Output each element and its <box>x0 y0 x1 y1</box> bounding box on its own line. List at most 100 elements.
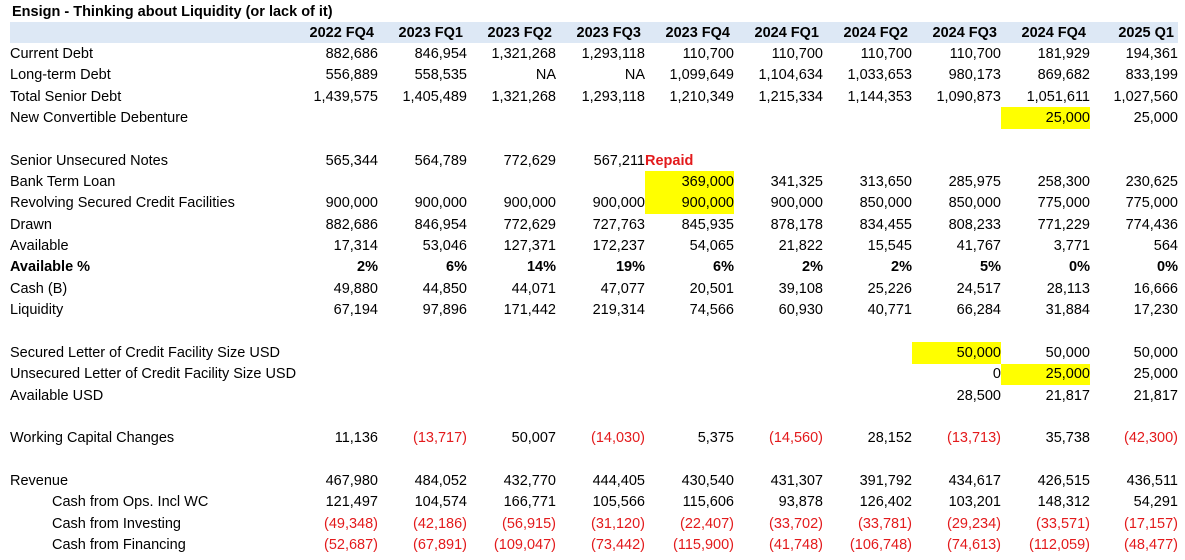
table-cell <box>467 107 556 128</box>
table-row: Cash from Ops. Incl WC 121,497 104,574 166,… <box>10 492 1178 513</box>
table-cell: 148,312 <box>1037 494 1090 511</box>
table-cell: 1,099,649 <box>669 67 734 84</box>
table-cell <box>734 129 823 150</box>
table-cell <box>734 107 823 128</box>
column-header: 2022 FQ4 <box>309 24 375 41</box>
table-cell: 341,325 <box>770 174 823 191</box>
table-cell: NA <box>624 67 645 84</box>
table-cell <box>289 449 378 470</box>
table-cell: (67,891) <box>412 536 467 553</box>
row-label: Available <box>10 238 69 255</box>
table-cell: 21,817 <box>1133 387 1178 404</box>
table-cell: 727,763 <box>592 216 645 233</box>
table-cell: 115,606 <box>682 494 734 511</box>
table-row: Cash from Financing (52,687) (67,891) (109,… <box>10 534 1178 555</box>
column-header: 2023 FQ2 <box>487 24 553 41</box>
table-cell: (74,613) <box>946 536 1001 553</box>
table-cell <box>912 406 1001 427</box>
table-cell: 103,201 <box>948 494 1001 511</box>
table-cell: 484,052 <box>414 472 467 489</box>
table-cell <box>378 171 467 192</box>
table-row: Cash from Investing (49,348) (42,186) (56,9… <box>10 513 1178 534</box>
row-label: Cash (B) <box>10 280 68 297</box>
table-cell <box>556 171 645 192</box>
table-row: Revenue 467,980 484,052 432,770 444,405 430,5… <box>10 470 1178 491</box>
table-cell: 54,065 <box>689 238 734 255</box>
table-cell <box>1090 150 1178 171</box>
table-cell: 6% <box>713 259 734 276</box>
table-cell: 313,650 <box>859 174 912 191</box>
table-cell: 25,000 <box>1001 107 1090 129</box>
table-cell: 846,954 <box>414 46 467 63</box>
header-label-cell <box>10 22 289 43</box>
table-cell: 110,700 <box>771 46 823 63</box>
table-cell: 444,405 <box>592 472 645 489</box>
table-cell: 74,566 <box>689 302 734 319</box>
header-row: 2022 FQ4 2023 FQ1 2023 FQ2 2023 FQ3 2023… <box>10 22 1178 43</box>
table-cell: 391,792 <box>859 472 912 489</box>
table-cell: 558,535 <box>414 67 467 84</box>
table-cell: 25,000 <box>1133 366 1178 383</box>
table-cell: (33,571) <box>1035 515 1090 532</box>
table-cell <box>467 342 556 363</box>
table-cell: 126,402 <box>859 494 912 511</box>
table-cell: 28,152 <box>867 430 912 447</box>
header-band <box>10 22 1178 43</box>
table-cell: 900,000 <box>645 192 734 215</box>
table-cell: 110,700 <box>949 46 1001 63</box>
table-cell: 850,000 <box>948 195 1001 212</box>
liquidity-table: 2022 FQ4 2023 FQ1 2023 FQ2 2023 FQ3 2023… <box>10 22 1178 556</box>
table-cell: 431,307 <box>770 472 823 489</box>
table-cell <box>823 385 912 406</box>
table-cell: 564,789 <box>414 152 467 169</box>
table-cell: 104,574 <box>414 494 467 511</box>
table-row: Available % 2% 6% 14% 19% 6% 2% 2% 5% 0% 0% <box>10 257 1178 278</box>
table-cell <box>823 449 912 470</box>
spacer-row <box>10 321 1178 342</box>
table-cell: 1,210,349 <box>669 88 734 105</box>
column-header: 2023 FQ4 <box>665 24 731 41</box>
table-cell: 110,700 <box>682 46 734 63</box>
table-cell: 230,625 <box>1125 174 1178 191</box>
table-cell: 181,929 <box>1037 46 1090 63</box>
table-cell: (73,442) <box>590 536 645 553</box>
table-cell <box>289 364 378 385</box>
table-cell: NA <box>535 67 556 84</box>
table-cell <box>378 385 467 406</box>
table-cell <box>556 342 645 363</box>
table-cell <box>734 364 823 385</box>
row-label: Long-term Debt <box>10 67 111 84</box>
table-cell <box>645 129 734 150</box>
table-row: Liquidity 67,194 97,896 171,442 219,314 74,56… <box>10 299 1178 320</box>
table-cell: 1,144,353 <box>847 88 912 105</box>
table-cell: 772,629 <box>503 152 556 169</box>
spacer-row <box>10 129 1178 150</box>
table-cell: 66,284 <box>956 302 1001 319</box>
table-cell: 0% <box>1157 259 1178 276</box>
table-cell: 41,767 <box>956 238 1001 255</box>
table-cell <box>1090 406 1178 427</box>
table-cell: 1,033,653 <box>847 67 912 84</box>
table-cell <box>823 129 912 150</box>
table-cell <box>556 449 645 470</box>
row-label: Revenue <box>10 472 69 489</box>
table-cell: 850,000 <box>859 195 912 212</box>
table-cell: 31,884 <box>1045 302 1090 319</box>
table-cell: 194,361 <box>1125 46 1178 63</box>
column-header: 2023 FQ3 <box>576 24 642 41</box>
table-cell: 2% <box>891 259 912 276</box>
table-cell <box>378 449 467 470</box>
table-cell: 21,822 <box>778 238 823 255</box>
table-cell: 50,000 <box>1045 344 1090 361</box>
row-label: Cash from Ops. Incl WC <box>52 494 209 511</box>
table-cell: 219,314 <box>592 302 645 319</box>
table-cell: 556,889 <box>325 67 378 84</box>
table-cell <box>1001 406 1090 427</box>
table-cell: 775,000 <box>1125 195 1178 212</box>
table-cell: 35,738 <box>1045 430 1090 447</box>
table-cell: (33,781) <box>857 515 912 532</box>
table-cell: 166,771 <box>503 494 556 511</box>
table-cell: 60,930 <box>778 302 823 319</box>
table-cell: 1,090,873 <box>936 88 1001 105</box>
row-label: Revolving Secured Credit Facilities <box>10 195 235 212</box>
